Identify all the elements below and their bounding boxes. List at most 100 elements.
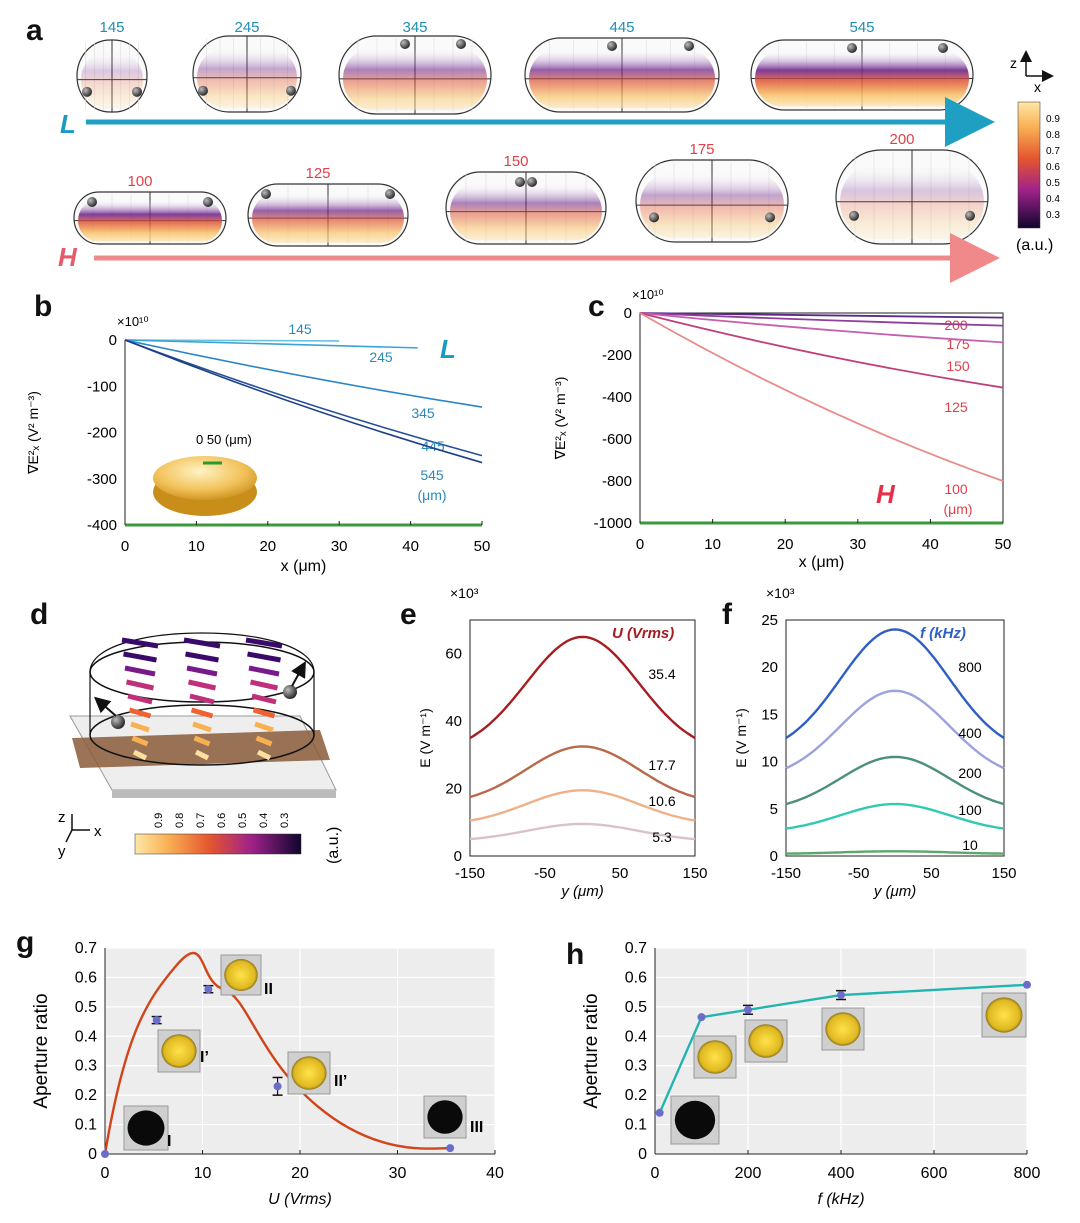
y-tick-label: 0.3 xyxy=(75,1058,97,1075)
state-label: II xyxy=(264,981,273,998)
series-label: 5.3 xyxy=(652,829,672,845)
field-glyph xyxy=(132,749,148,761)
field-glyph xyxy=(189,693,215,705)
y-axis-label: E (V m⁻¹) xyxy=(733,708,749,768)
colorbar xyxy=(134,833,302,855)
y-tick-label: -200 xyxy=(87,425,117,442)
y-tick-label: 0 xyxy=(770,848,778,865)
cell-thumbnail-image xyxy=(427,1100,463,1134)
L-value-label: 445 xyxy=(609,19,634,36)
field-glyph xyxy=(183,637,221,649)
panel-c-chart: 0 10 20 30 40 50 0 -200 -400 -600 -800 -1000 x (μm) ∇… xyxy=(552,287,1011,571)
particle-bead xyxy=(849,210,859,221)
colorbar-tick: 0.5 xyxy=(1046,178,1060,189)
y-axis-label: Aperture ratio xyxy=(581,993,602,1108)
x-tick-label: 800 xyxy=(1014,1165,1041,1182)
x-tick-label: -150 xyxy=(455,865,485,882)
series-line-545 xyxy=(124,339,483,464)
colorbar-tick: 0.4 xyxy=(1046,194,1060,205)
simulation-cell-H-4 xyxy=(835,149,989,245)
H-value-label: 200 xyxy=(889,131,914,148)
series-line-200 xyxy=(785,755,1005,806)
x-axis-label: x (μm) xyxy=(799,554,845,571)
simulation-cell-L-0 xyxy=(76,39,148,113)
y-tick-label: 0.7 xyxy=(625,940,647,957)
data-point xyxy=(697,1013,706,1022)
particle-bead xyxy=(607,41,617,51)
series-label: 100 xyxy=(958,802,982,818)
x-tick-label: 40 xyxy=(486,1165,504,1182)
series-label: 17.7 xyxy=(648,757,675,773)
axis-z-label: z xyxy=(58,809,66,826)
colorbar-tick: 0.4 xyxy=(258,813,270,828)
particle-bead xyxy=(456,39,466,49)
panel-label-f: f xyxy=(722,598,732,631)
field-glyph xyxy=(255,735,273,747)
series-label: 545 xyxy=(420,467,444,483)
series-line-35.4 xyxy=(469,635,696,740)
data-point xyxy=(744,1005,752,1014)
particle-bead xyxy=(965,210,975,221)
simulation-cell-L-4 xyxy=(750,39,974,111)
y-tick-label: 0.5 xyxy=(625,999,647,1016)
field-glyph xyxy=(251,693,277,705)
x-tick-label: 30 xyxy=(331,538,348,555)
colorbar-tick: 0.9 xyxy=(153,813,165,828)
y-tick-label: 0.4 xyxy=(625,1028,647,1045)
cell-thumbnail-image xyxy=(161,1034,197,1068)
y-tick-label: 20 xyxy=(445,781,462,798)
axis-multiplier: ×10³ xyxy=(450,585,479,601)
field-glyph xyxy=(128,707,152,719)
H-value-label: 100 xyxy=(127,173,152,190)
cell-thumbnail-image xyxy=(224,959,258,991)
panel-a: 145 245 345 445 545 100 125 150 175 200 L Hz x 0.9 0.8… xyxy=(58,19,1060,283)
y-tick-label: -100 xyxy=(87,378,117,395)
series-line-245 xyxy=(124,339,418,349)
field-heatmap xyxy=(450,182,602,241)
axis-multiplier: ×10¹⁰ xyxy=(632,287,664,302)
series-line-100 xyxy=(785,802,1005,830)
L-symbol: L xyxy=(60,109,76,139)
H-symbol: H xyxy=(58,242,78,272)
x-tick-label: 30 xyxy=(849,536,866,553)
data-point xyxy=(837,991,845,1000)
panel-g-chart: 0 10 20 30 40 0 0.1 0.2 0.3 0.4 0.5 0.6 0.7 U (Vrms) A… xyxy=(31,940,504,1208)
y-tick-label: 0.2 xyxy=(75,1087,97,1104)
y-tick-label: 25 xyxy=(761,612,778,629)
state-label: I xyxy=(167,1133,171,1150)
panel-e-chart: -150 -50 50 150 0 20 40 60 y (μm) E (V m⁻¹) ×10³ 35… xyxy=(417,585,708,900)
unit-label: (μm) xyxy=(943,501,972,517)
y-tick-label: -800 xyxy=(602,473,632,490)
simulation-cell-L-1 xyxy=(192,35,302,113)
x-tick-label: 50 xyxy=(474,538,491,555)
x-tick-label: 10 xyxy=(188,538,205,555)
y-axis-label: Aperture ratio xyxy=(31,993,52,1108)
field-heatmap xyxy=(78,199,222,242)
simulation-cell-H-2 xyxy=(445,171,607,245)
L-value-label: 545 xyxy=(849,19,874,36)
data-point xyxy=(655,1108,664,1117)
axis-x-label: x xyxy=(1034,79,1041,95)
x-axis-label: f (kHz) xyxy=(817,1191,864,1208)
field-glyph xyxy=(125,679,155,691)
cell-thumbnail-image xyxy=(291,1056,327,1090)
particle-bead xyxy=(515,177,525,187)
y-tick-label: 0.5 xyxy=(75,999,97,1016)
cell-thumbnail-image xyxy=(127,1110,165,1146)
x-tick-label: 40 xyxy=(922,536,939,553)
L-value-label: 245 xyxy=(234,19,259,36)
x-tick-label: 50 xyxy=(923,865,940,882)
colorbar-tick: 0.6 xyxy=(1046,162,1060,173)
x-tick-label: 200 xyxy=(735,1165,762,1182)
field-glyph xyxy=(249,679,279,691)
x-tick-label: 10 xyxy=(194,1165,212,1182)
L-value-label: 345 xyxy=(402,19,427,36)
field-glyph xyxy=(187,679,217,691)
series-label: 150 xyxy=(946,358,970,374)
field-glyph xyxy=(121,637,159,649)
x-tick-label: 0 xyxy=(651,1165,660,1182)
data-point xyxy=(101,1150,109,1158)
x-tick-label: 20 xyxy=(291,1165,309,1182)
panel-label-d: d xyxy=(30,598,49,631)
field-glyph xyxy=(131,735,149,747)
